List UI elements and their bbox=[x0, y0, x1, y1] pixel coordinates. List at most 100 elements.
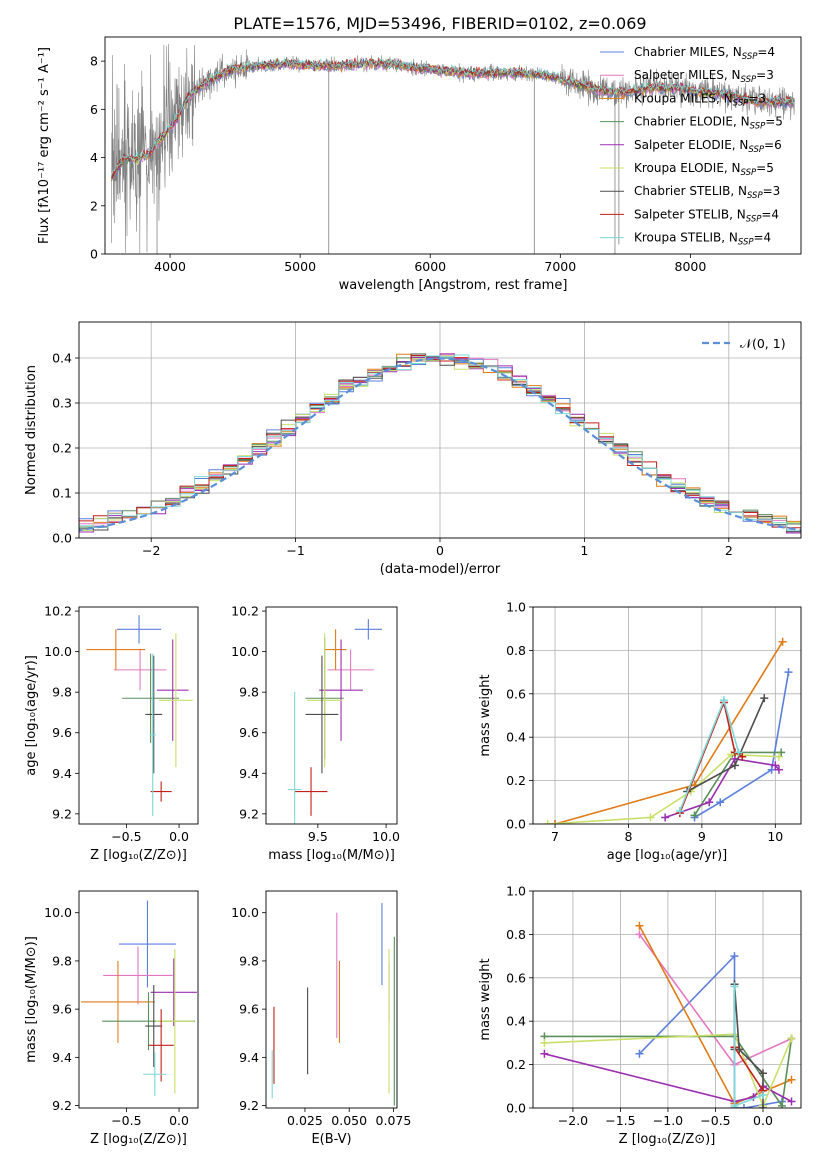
errorbar-point bbox=[149, 653, 156, 816]
errorbar-point bbox=[81, 960, 155, 1043]
y-tick-label: 0.6 bbox=[506, 970, 526, 985]
y-tick-label: 10.0 bbox=[231, 905, 259, 920]
y-tick-label: 10.0 bbox=[231, 644, 259, 659]
errorbar-point bbox=[159, 633, 193, 768]
y-tick-label: 0.0 bbox=[506, 817, 526, 832]
weight-marker bbox=[635, 930, 644, 939]
x-tick-label: 0.025 bbox=[287, 1113, 323, 1128]
x-axis-label: Z [log₁₀(Z/Z⊙)] bbox=[90, 848, 187, 863]
plot-area bbox=[79, 322, 801, 538]
spectrum-legend: Chabrier MILES, NSSP=4 Salpeter MILES, NS… bbox=[600, 45, 783, 248]
x-tick-label: 10 bbox=[767, 829, 783, 844]
x-tick-label: −1 bbox=[286, 543, 304, 558]
weight-marker bbox=[787, 1097, 796, 1106]
y-tick-label: 1.0 bbox=[506, 884, 526, 899]
errorbar-point bbox=[155, 948, 194, 1094]
axes: −2.0 −1.5 −1.0 −0.5 0.0 0.0 0.2 0.4 0.6 0.8 1.0 Z [… bbox=[478, 884, 802, 1147]
axes-frame bbox=[532, 606, 802, 825]
y-tick-label: 0.8 bbox=[506, 643, 526, 658]
weight-marker bbox=[730, 982, 739, 991]
axes-frame bbox=[78, 606, 199, 825]
weight-marker bbox=[719, 696, 728, 705]
plot-area bbox=[86, 615, 193, 816]
y-tick-label: 4 bbox=[90, 150, 98, 165]
y-tick-label: 9.6 bbox=[239, 1002, 259, 1017]
axes-frame bbox=[265, 606, 398, 825]
y-tick-label: 0.2 bbox=[52, 441, 72, 456]
weight-marker bbox=[739, 1104, 748, 1108]
weight-marker bbox=[690, 811, 699, 820]
weight-marker bbox=[635, 1049, 644, 1058]
errorbar-point bbox=[122, 653, 180, 743]
errorbar-point bbox=[319, 639, 363, 741]
y-axis-label: mass weight bbox=[478, 958, 493, 1040]
x-axis-label: wavelength [Angstrom, rest frame] bbox=[339, 278, 568, 293]
x-tick-label: 0.0 bbox=[169, 829, 189, 844]
y-tick-label: 0.4 bbox=[506, 730, 526, 745]
y-tick-label: 0.1 bbox=[52, 486, 72, 501]
weight-marker bbox=[771, 761, 780, 770]
axes: 4000 5000 6000 7000 8000 0 2 4 6 8 wavelength [Ang… bbox=[37, 36, 802, 293]
y-tick-label: 2 bbox=[90, 198, 98, 213]
weight-marker bbox=[787, 1075, 796, 1084]
x-axis-label: (data-model)/error bbox=[380, 562, 501, 577]
y-tick-label: 1.0 bbox=[506, 600, 526, 615]
x-axis-label: Z [log₁₀(Z/Z⊙)] bbox=[619, 1132, 716, 1147]
y-axis-label: Normed distribution bbox=[24, 365, 39, 495]
x-tick-label: −0.5 bbox=[700, 1113, 730, 1128]
errorbar-point bbox=[119, 900, 176, 988]
weight-marker bbox=[774, 752, 783, 761]
panel-mass_vs_Z: −0.5 0.0 9.2 9.4 9.6 9.8 10.0 Z [log₁₀(Z/Z⊙)] ma… bbox=[24, 890, 199, 1147]
y-tick-label: 0.6 bbox=[506, 686, 526, 701]
panel-spectrum: 4000 5000 6000 7000 8000 0 2 4 6 8 wavelength [Ang… bbox=[37, 36, 802, 293]
panel-age_vs_Z: −0.5 0.0 9.2 9.4 9.6 9.8 10.0 10.2 Z [log₁₀(Z/Z⊙… bbox=[24, 604, 199, 863]
x-tick-label: −1.0 bbox=[653, 1113, 683, 1128]
x-tick-label: −0.5 bbox=[111, 1113, 141, 1128]
y-tick-label: 9.2 bbox=[52, 1098, 72, 1113]
weight-marker bbox=[730, 952, 739, 961]
x-axis-label: mass [log₁₀(M/M⊙)] bbox=[268, 848, 395, 863]
x-tick-label: 8 bbox=[624, 829, 632, 844]
weight-marker bbox=[758, 1090, 767, 1099]
weight-marker bbox=[778, 637, 787, 646]
legend-entry: Chabrier ELODIE, NSSP=5 bbox=[634, 115, 783, 132]
x-tick-label: 7 bbox=[551, 829, 559, 844]
legend-normal-label: 𝒩(0, 1) bbox=[740, 336, 786, 351]
y-tick-label: 9.2 bbox=[239, 806, 259, 821]
legend-entry: Kroupa STELIB, NSSP=4 bbox=[634, 231, 771, 248]
axes: 9.5 10.0 9.2 9.4 9.6 9.8 10.0 10.2 mass [log₁₀(M… bbox=[231, 604, 400, 863]
x-tick-label: 9.5 bbox=[308, 829, 328, 844]
weight-series-line bbox=[694, 671, 790, 819]
weight-marker bbox=[730, 761, 739, 770]
weight-series-line bbox=[638, 954, 783, 1108]
errorbar-point bbox=[150, 958, 197, 1027]
legend-entry: Kroupa MILES, NSSP=3 bbox=[634, 91, 766, 108]
panel-age_vs_mass: 9.5 10.0 9.2 9.4 9.6 9.8 10.0 10.2 mass [log₁₀(M… bbox=[231, 604, 400, 863]
weight-marker bbox=[646, 813, 655, 822]
x-tick-label: 4000 bbox=[154, 259, 186, 274]
x-tick-label: 7000 bbox=[544, 259, 576, 274]
panel-residuals: −2 −1 0 1 2 0.0 0.1 0.2 0.3 0.4 (data-model)/error… bbox=[24, 321, 802, 577]
weight-marker bbox=[730, 1101, 739, 1108]
axes-frame bbox=[104, 36, 802, 255]
y-tick-label: 0.0 bbox=[52, 531, 72, 546]
y-axis-label: mass [log₁₀(M/M⊙)] bbox=[24, 936, 39, 1063]
weight-marker bbox=[716, 798, 725, 807]
panel-mass_vs_ebv: 0.025 0.050 0.075 9.2 9.4 9.6 9.8 10.0 E(B-V) bbox=[231, 890, 411, 1147]
legend-entry: Salpeter STELIB, NSSP=4 bbox=[634, 207, 779, 224]
x-tick-label: 0 bbox=[436, 543, 444, 558]
errorbar-point bbox=[306, 633, 343, 768]
weight-marker bbox=[777, 1101, 786, 1108]
y-axis-label: mass weight bbox=[478, 674, 493, 756]
panel-weight_vs_Z: −2.0 −1.5 −1.0 −0.5 0.0 0.0 0.2 0.4 0.6 0.8 1.0 Z [… bbox=[478, 884, 802, 1147]
x-tick-label: 0.0 bbox=[169, 1113, 189, 1128]
errorbar-point bbox=[150, 781, 172, 802]
weight-marker bbox=[787, 1034, 796, 1043]
axes: −2 −1 0 1 2 0.0 0.1 0.2 0.3 0.4 (data-model)/error… bbox=[24, 321, 802, 577]
weight-series-line bbox=[733, 1046, 764, 1092]
x-tick-label: 0.0 bbox=[753, 1113, 773, 1128]
weight-marker bbox=[543, 820, 552, 824]
axes: 0.025 0.050 0.075 9.2 9.4 9.6 9.8 10.0 E(B-V) bbox=[231, 890, 411, 1147]
legend-entry: Chabrier STELIB, NSSP=3 bbox=[634, 184, 780, 201]
x-tick-label: 1 bbox=[580, 543, 588, 558]
